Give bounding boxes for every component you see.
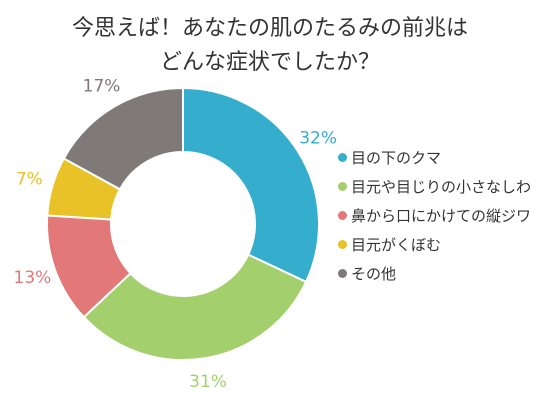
legend-item-nasolabial-lines: 鼻から口にかけての縦ジワ	[338, 201, 531, 230]
legend-label-nasolabial-lines: 鼻から口にかけての縦ジワ	[351, 207, 532, 225]
legend-item-dark-circles: 目の下のクマ	[338, 143, 531, 172]
data-label-dark-circles: 32%	[299, 128, 337, 148]
legend-label-sunken-eyes: 目元がくぼむ	[351, 236, 442, 254]
data-label-nasolabial-lines: 13%	[14, 268, 52, 288]
legend-label-other: その他	[351, 265, 397, 283]
data-label-sunken-eyes: 7%	[16, 169, 43, 189]
slice-fine-wrinkles	[82, 253, 308, 361]
data-label-fine-wrinkles: 31%	[189, 372, 227, 392]
slice-other	[62, 86, 184, 191]
legend-item-fine-wrinkles: 目元や目じりの小さなしわ	[338, 172, 531, 201]
slice-dark-circles	[182, 86, 320, 284]
legend-item-other: その他	[338, 259, 531, 288]
legend-swatch-fine-wrinkles	[338, 182, 347, 191]
legend-label-fine-wrinkles: 目元や目じりの小さなしわ	[351, 178, 532, 196]
legend-swatch-nasolabial-lines	[338, 211, 347, 220]
legend-swatch-sunken-eyes	[338, 240, 347, 249]
chart-title-line-1: 今思えば！あなたの肌のたるみの前兆は	[71, 16, 468, 41]
chart-title: 今思えば！あなたの肌のたるみの前兆は どんな症状でしたか？	[0, 12, 540, 80]
legend-item-sunken-eyes: 目元がくぼむ	[338, 230, 531, 259]
data-label-other: 17%	[83, 76, 121, 96]
chart-title-line-2: どんな症状でしたか？	[159, 50, 380, 75]
legend-label-dark-circles: 目の下のクマ	[351, 149, 442, 167]
legend: 目の下のクマ 目元や目じりの小さなしわ 鼻から口にかけての縦ジワ 目元がくぼむ …	[338, 143, 531, 288]
legend-swatch-dark-circles	[338, 153, 347, 162]
legend-swatch-other	[338, 269, 347, 278]
